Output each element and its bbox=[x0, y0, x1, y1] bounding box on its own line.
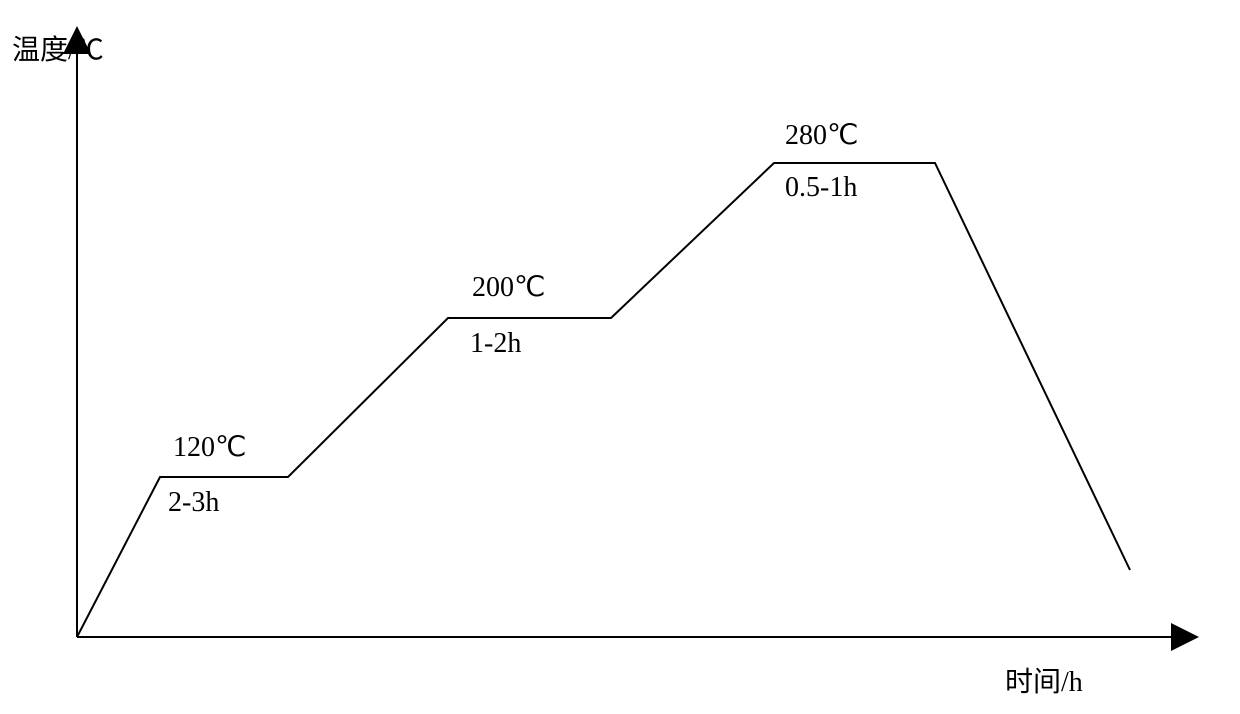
stage-2-temp-label: 200℃ bbox=[472, 270, 545, 306]
chart-svg bbox=[0, 0, 1240, 709]
y-axis-label: 温度/℃ bbox=[12, 28, 104, 68]
stage-1-temp-label: 120℃ bbox=[173, 430, 246, 466]
stage-3-temp-label: 280℃ bbox=[785, 118, 858, 154]
x-axis-label: 时间/h bbox=[1005, 660, 1083, 700]
stage-2-duration-label: 1-2h bbox=[470, 326, 521, 362]
stage-3-duration-label: 0.5-1h bbox=[785, 170, 857, 206]
temperature-profile-chart: 温度/℃ 时间/h 120℃ 2-3h 200℃ 1-2h 280℃ 0.5-1… bbox=[0, 0, 1240, 709]
stage-1-duration-label: 2-3h bbox=[168, 485, 219, 521]
